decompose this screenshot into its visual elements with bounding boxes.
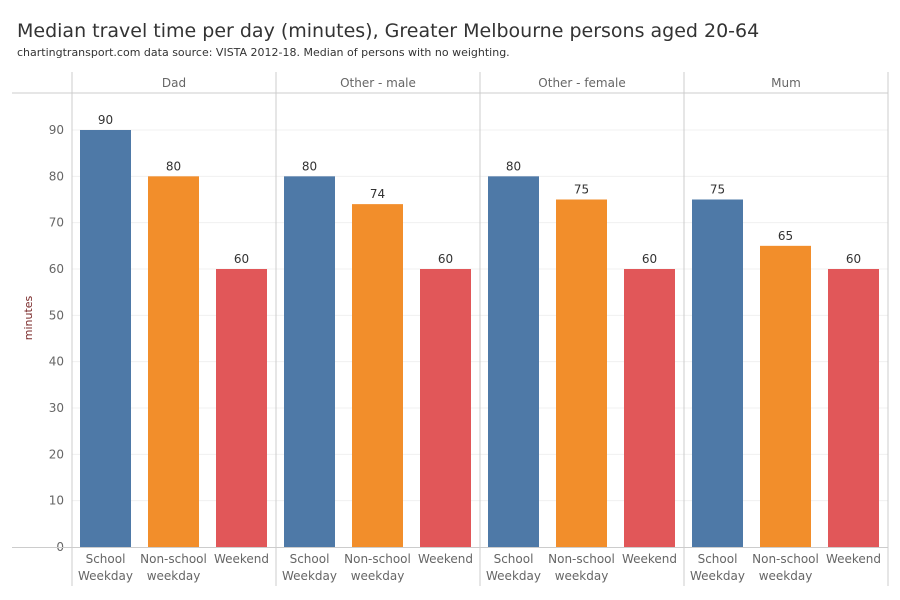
data-label: 74 (370, 187, 385, 201)
x-category-label: Non-school (140, 552, 207, 566)
y-tick-label: 30 (49, 401, 64, 415)
bar (556, 199, 607, 547)
x-category-label: Weekend (418, 552, 473, 566)
data-label: 80 (506, 159, 521, 173)
data-label: 60 (234, 252, 249, 266)
x-category-label: Weekday (690, 569, 745, 583)
x-category-label: School (494, 552, 534, 566)
bar (80, 130, 131, 547)
y-tick-label: 90 (49, 123, 64, 137)
y-tick-label: 20 (49, 447, 64, 461)
data-label: 65 (778, 229, 793, 243)
x-category-label: School (698, 552, 738, 566)
x-category-label: Weekend (214, 552, 269, 566)
x-category-label: weekday (147, 569, 201, 583)
x-category-label: School (86, 552, 126, 566)
x-category-label: Weekend (826, 552, 881, 566)
y-axis-label: minutes (22, 295, 35, 340)
bar (624, 269, 675, 547)
data-label: 60 (846, 252, 861, 266)
x-category-label: Weekend (622, 552, 677, 566)
bar (284, 176, 335, 548)
data-label: 75 (574, 183, 589, 197)
bar (352, 204, 403, 547)
x-category-label: Non-school (752, 552, 819, 566)
bar (148, 176, 199, 548)
data-label: 80 (166, 159, 181, 173)
bar (760, 245, 811, 548)
x-category-label: weekday (759, 569, 813, 583)
data-label: 60 (642, 252, 657, 266)
bar (420, 269, 471, 547)
y-tick-label: 60 (49, 262, 64, 276)
y-tick-label: 10 (49, 494, 64, 508)
x-category-label: Weekday (282, 569, 337, 583)
x-category-label: Non-school (548, 552, 615, 566)
x-category-label: weekday (351, 569, 405, 583)
x-category-label: Weekday (486, 569, 541, 583)
bar (692, 199, 743, 547)
data-label: 75 (710, 183, 725, 197)
chart-title: Median travel time per day (minutes), Gr… (17, 20, 760, 42)
panel-header-mum: Mum (771, 76, 801, 90)
y-tick-label: 70 (49, 216, 64, 230)
x-category-label: Non-school (344, 552, 411, 566)
chart-subtitle: chartingtransport.com data source: VISTA… (17, 46, 510, 59)
data-label: 60 (438, 252, 453, 266)
y-tick-label: 50 (49, 308, 64, 322)
data-label: 90 (98, 113, 113, 127)
bar (828, 269, 879, 547)
x-category-label: School (290, 552, 330, 566)
panel-header-other-female: Other - female (538, 76, 625, 90)
bar (216, 269, 267, 547)
data-label: 80 (302, 159, 317, 173)
bar (488, 176, 539, 548)
y-tick-label: 80 (49, 169, 64, 183)
x-category-label: Weekday (78, 569, 133, 583)
x-category-label: weekday (555, 569, 609, 583)
panel-header-dad: Dad (162, 76, 186, 90)
panel-header-other-male: Other - male (340, 76, 416, 90)
y-tick-label: 40 (49, 355, 64, 369)
